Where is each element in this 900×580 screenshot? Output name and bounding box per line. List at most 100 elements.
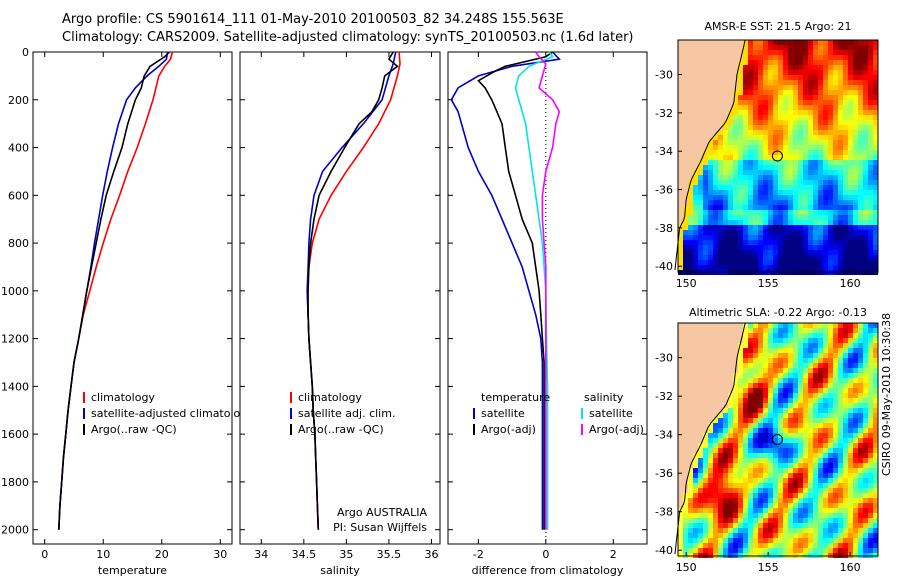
sla_map-cell: [738, 548, 743, 553]
sla_map-cell: [798, 393, 803, 398]
sst_map-cell: [728, 225, 733, 230]
sla_map-cell: [863, 438, 868, 443]
sst_map-cell: [693, 175, 698, 180]
sla_map-cell: [693, 523, 698, 528]
sst_map-cell: [683, 115, 688, 120]
sla_map-cell: [773, 428, 778, 433]
sst_map-cell: [713, 45, 718, 50]
sst_map-cell: [678, 185, 683, 190]
sst_map-cell: [688, 45, 693, 50]
sla_map-cell: [858, 353, 863, 358]
sst_map-cell: [728, 40, 733, 45]
sla_map-cell: [748, 343, 753, 348]
sst_map-cell: [858, 205, 863, 210]
sla_map-cell: [818, 498, 823, 503]
sst_map-cell: [833, 80, 838, 85]
sst_map-cell: [818, 175, 823, 180]
sla_map-cell: [688, 403, 693, 408]
sla_map-cell: [813, 393, 818, 398]
sst_map-cell: [748, 60, 753, 65]
sla_map-cell: [843, 323, 848, 328]
sst_map-cell: [808, 60, 813, 65]
sla_map-cell: [798, 448, 803, 453]
sla_map-cell: [723, 523, 728, 528]
sst_map-cell: [828, 175, 833, 180]
sst_map-cell: [753, 225, 758, 230]
sst_map-cell: [838, 160, 843, 165]
sst_map-cell: [858, 260, 863, 265]
temperature-series-argo-raw-qc-: [58, 51, 170, 530]
sst_map-cell: [683, 120, 688, 125]
sla_map-cell: [843, 528, 848, 533]
sla_map-cell: [853, 348, 858, 353]
sla_map-ytick-label: -30: [655, 352, 673, 365]
sla_map-cell: [723, 453, 728, 458]
sla_map-cell: [838, 448, 843, 453]
sst_map-cell: [738, 75, 743, 80]
sst_map-cell: [763, 105, 768, 110]
sla_map-cell: [683, 538, 688, 543]
sla_map-cell: [818, 538, 823, 543]
sst_map-cell: [808, 130, 813, 135]
sst_map-cell: [798, 65, 803, 70]
sla_map-cell: [788, 448, 793, 453]
sst_map-cell: [743, 80, 748, 85]
sst_map-cell: [788, 215, 793, 220]
sst_map-cell: [728, 95, 733, 100]
sst_map-cell: [683, 80, 688, 85]
sst_map-cell: [753, 165, 758, 170]
sla_map-cell: [803, 323, 808, 328]
sst_map-cell: [773, 140, 778, 145]
sst_map-cell: [823, 85, 828, 90]
sla_map-cell: [698, 388, 703, 393]
sla_map-cell: [723, 358, 728, 363]
sst_map-cell: [823, 115, 828, 120]
sst_map-cell: [838, 235, 843, 240]
sst_map-cell: [748, 135, 753, 140]
sla_map-cell: [763, 448, 768, 453]
sst_map-cell: [713, 140, 718, 145]
sst_map-cell: [858, 85, 863, 90]
sla_map-cell: [738, 323, 743, 328]
sla_map-cell: [753, 438, 758, 443]
sst_map-cell: [863, 250, 868, 255]
sst_map-cell: [743, 195, 748, 200]
sst_map-cell: [863, 65, 868, 70]
sst_map-cell: [818, 245, 823, 250]
sst_map-cell: [723, 185, 728, 190]
sla_map-cell: [743, 513, 748, 518]
sst_map-cell: [723, 105, 728, 110]
sst_map-cell: [818, 40, 823, 45]
sla_map-cell: [718, 353, 723, 358]
sst_map-cell: [753, 210, 758, 215]
sst_map-cell: [683, 150, 688, 155]
sla_map-cell: [838, 463, 843, 468]
sst_map-cell: [783, 210, 788, 215]
sst_map-cell: [803, 75, 808, 80]
sla_map-cell: [778, 388, 783, 393]
sla_map-cell: [838, 473, 843, 478]
sla_map-cell: [803, 423, 808, 428]
sla_map-cell: [743, 528, 748, 533]
sst_map-cell: [763, 135, 768, 140]
sst_map-cell: [838, 45, 843, 50]
sla_map-cell: [773, 413, 778, 418]
sst_map-cell: [703, 115, 708, 120]
sla_map-cell: [778, 468, 783, 473]
sst_map-cell: [723, 125, 728, 130]
sla_map-cell: [873, 483, 878, 488]
sst_map-cell: [798, 90, 803, 95]
sst_map-cell: [743, 205, 748, 210]
sst_map-cell: [853, 145, 858, 150]
sst_map-cell: [718, 110, 723, 115]
sla_map-cell: [868, 328, 873, 333]
sst_map-cell: [683, 55, 688, 60]
sst_map-cell: [693, 205, 698, 210]
sst_map-cell: [848, 105, 853, 110]
sla_map-cell: [833, 388, 838, 393]
sla_map-cell: [788, 488, 793, 493]
sla_map-cell: [778, 503, 783, 508]
sla_map-cell: [793, 503, 798, 508]
sst_map-cell: [798, 175, 803, 180]
